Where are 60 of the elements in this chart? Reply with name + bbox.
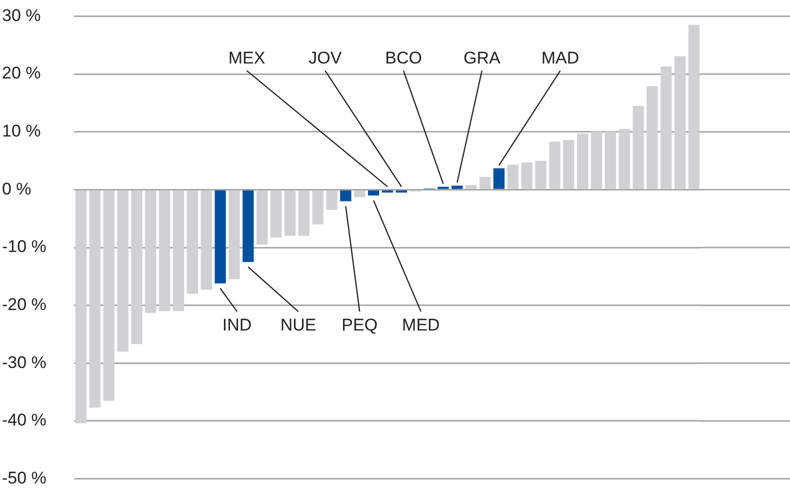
data-label: GRA (463, 48, 501, 68)
data-label: JOV (308, 48, 342, 68)
bar (590, 131, 602, 189)
bar (563, 140, 574, 189)
bar (466, 185, 477, 189)
bar (368, 190, 380, 196)
data-label: MEX (228, 48, 266, 68)
y-tick-label: -40 % (2, 410, 46, 430)
bar (158, 190, 170, 312)
bar (117, 190, 128, 352)
bar (521, 162, 532, 189)
bar (214, 190, 226, 284)
bar (549, 142, 560, 189)
y-tick-label: 30 % (2, 6, 41, 25)
bar (228, 190, 240, 280)
bar (452, 186, 463, 189)
bar (256, 190, 268, 245)
bar (660, 66, 672, 189)
bar (89, 190, 100, 408)
bar (200, 190, 212, 290)
data-label: NUE (280, 315, 316, 334)
bar (340, 190, 352, 202)
bar (284, 190, 296, 236)
bar (172, 190, 184, 312)
y-tick-label: -20 % (2, 295, 46, 314)
bar (674, 56, 686, 189)
y-tick-label: 20 % (2, 64, 41, 83)
bar (270, 190, 282, 238)
bar (493, 168, 505, 189)
data-label: IND (222, 315, 252, 334)
bar (186, 190, 198, 294)
y-tick-label: -50 % (2, 468, 46, 488)
data-label: BCO (385, 48, 422, 68)
data-label: MED (402, 315, 440, 334)
data-label: MAD (541, 48, 580, 68)
bar (618, 128, 630, 189)
bar (242, 190, 254, 262)
y-tick-label: -30 % (2, 352, 46, 372)
bar (688, 24, 700, 189)
bar (604, 131, 616, 189)
bar (535, 160, 546, 189)
bar (298, 190, 310, 236)
bar (354, 190, 366, 198)
bar (75, 190, 87, 424)
bar (131, 190, 142, 344)
bar (576, 134, 588, 189)
bar (382, 190, 394, 193)
bar (326, 190, 338, 210)
data-label: PEQ (342, 315, 378, 334)
bar (396, 190, 408, 193)
y-tick-label: 10 % (2, 122, 41, 141)
bar (145, 190, 156, 313)
y-tick-label: 0 % (2, 179, 32, 198)
bar (312, 190, 324, 224)
bar (646, 86, 658, 189)
y-tick-label: -10 % (2, 237, 46, 256)
bar (479, 176, 491, 189)
bar (507, 164, 518, 189)
bar (632, 106, 644, 189)
bar (103, 190, 114, 401)
